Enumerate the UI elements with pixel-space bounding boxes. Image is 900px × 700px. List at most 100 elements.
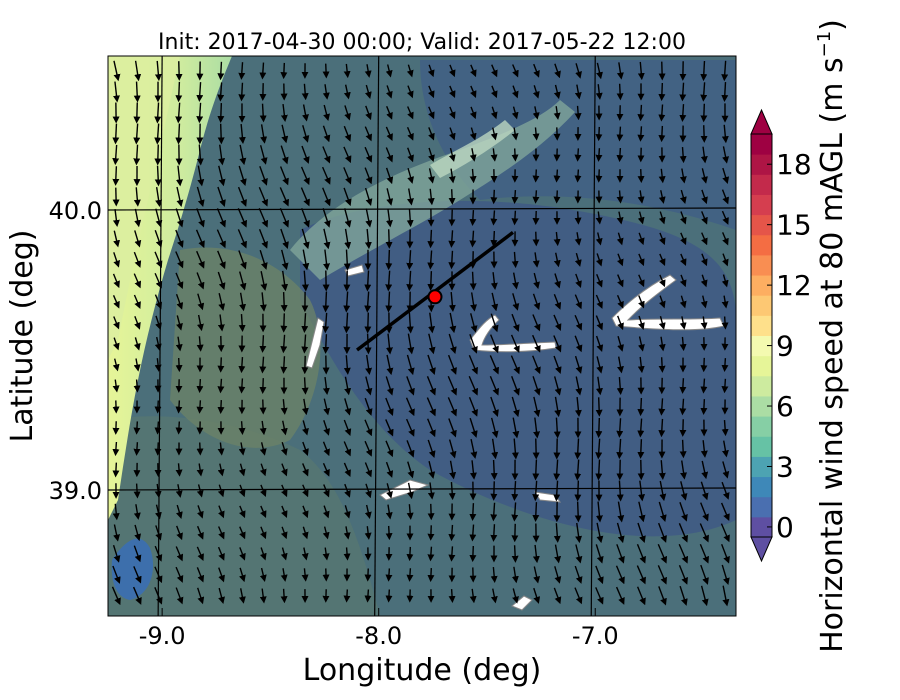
wind-arrow <box>133 566 142 584</box>
wind-arrow <box>218 505 225 519</box>
wind-arrow <box>679 104 687 122</box>
wind-arrow <box>175 272 184 290</box>
wind-arrow <box>322 291 330 313</box>
wind-arrow <box>385 440 394 458</box>
wind-arrow <box>575 522 583 544</box>
wind-arrow <box>722 167 730 184</box>
wind-arrow <box>428 147 435 163</box>
wind-arrow <box>596 522 604 544</box>
wind-arrow <box>301 145 310 164</box>
wind-arrow <box>574 501 582 523</box>
wind-arrow <box>701 460 709 480</box>
wind-arrow <box>217 442 225 456</box>
wind-arrow <box>364 84 372 99</box>
wind-arrow <box>133 358 141 372</box>
wind-arrow <box>364 291 372 313</box>
wind-arrow <box>260 271 268 291</box>
wind-arrow <box>259 588 267 604</box>
colorbar-bin <box>751 395 772 417</box>
wind-arrow <box>701 168 708 184</box>
wind-arrow <box>721 544 730 564</box>
colorbar-bin <box>751 476 772 498</box>
wind-arrow <box>175 293 184 310</box>
wind-arrow <box>595 148 603 162</box>
wind-arrow <box>280 228 289 249</box>
colorbar-label-end: ) <box>815 19 850 31</box>
wind-arrow <box>259 442 267 456</box>
wind-arrow <box>553 169 561 183</box>
wind-arrow <box>239 505 246 519</box>
wind-arrow <box>449 312 457 334</box>
wind-arrow <box>700 481 709 501</box>
wind-arrow <box>658 460 666 480</box>
wind-arrow <box>195 229 205 249</box>
wind-arrow <box>302 484 309 498</box>
wind-arrow <box>301 377 309 395</box>
wind-arrow <box>175 463 183 477</box>
wind-arrow <box>406 126 414 141</box>
wind-arrow <box>490 417 499 439</box>
wind-arrow <box>217 250 226 270</box>
wind-arrow <box>490 567 498 583</box>
wind-arrow <box>259 292 267 312</box>
wind-arrow <box>323 249 331 271</box>
wind-arrow <box>428 127 435 141</box>
wind-arrow <box>280 568 288 582</box>
wind-arrow <box>533 566 541 584</box>
wind-arrow <box>217 526 225 540</box>
wind-arrow <box>447 354 457 375</box>
wind-arrow <box>197 165 205 187</box>
wind-arrow <box>575 544 583 564</box>
wind-arrow <box>427 567 435 583</box>
wind-arrow <box>280 526 288 540</box>
wind-arrow <box>490 148 498 162</box>
wind-arrow <box>700 103 708 123</box>
wind-arrow <box>636 586 646 606</box>
wind-arrow <box>154 60 162 82</box>
wind-arrow <box>216 229 226 249</box>
wind-arrow <box>364 270 372 292</box>
wind-arrow <box>469 588 477 604</box>
wind-arrow <box>721 378 729 394</box>
wind-arrow <box>364 526 372 540</box>
wind-arrow <box>574 252 582 267</box>
wind-arrow <box>490 127 498 141</box>
wind-arrow <box>511 127 519 141</box>
wind-arrow <box>344 208 352 228</box>
wind-arrow <box>658 336 666 352</box>
wind-arrow <box>196 144 204 166</box>
wind-arrow <box>322 187 331 207</box>
wind-arrow <box>700 125 708 143</box>
wind-arrow <box>175 587 184 605</box>
wind-arrow <box>197 293 205 311</box>
wind-arrow <box>554 273 561 289</box>
wind-arrow <box>574 459 582 481</box>
wind-arrow <box>196 546 204 562</box>
wind-arrow <box>721 440 729 458</box>
wind-arrow <box>280 334 288 354</box>
wind-arrow <box>259 335 267 353</box>
wind-arrow <box>280 420 288 436</box>
wind-arrow <box>154 421 162 435</box>
wind-arrow <box>259 356 267 374</box>
wind-arrow <box>154 123 162 145</box>
wind-arrow <box>217 103 225 124</box>
wind-arrow <box>448 127 456 141</box>
wind-arrow <box>427 271 435 291</box>
wind-arrow <box>238 82 246 102</box>
wind-arrow <box>637 356 645 374</box>
wind-arrow <box>470 313 478 333</box>
wind-arrow <box>239 547 246 561</box>
wind-arrow <box>343 312 351 334</box>
wind-arrow <box>657 543 668 564</box>
colorbar-bin <box>751 496 772 518</box>
wind-arrow <box>427 546 435 562</box>
wind-arrow <box>196 336 204 352</box>
wind-arrow <box>658 501 667 523</box>
wind-arrow <box>637 439 645 459</box>
wind-arrow <box>701 211 708 225</box>
colorbar-bin <box>751 516 772 538</box>
wind-arrow <box>638 501 646 523</box>
wind-arrow <box>678 543 689 564</box>
wind-arrow <box>448 189 456 205</box>
